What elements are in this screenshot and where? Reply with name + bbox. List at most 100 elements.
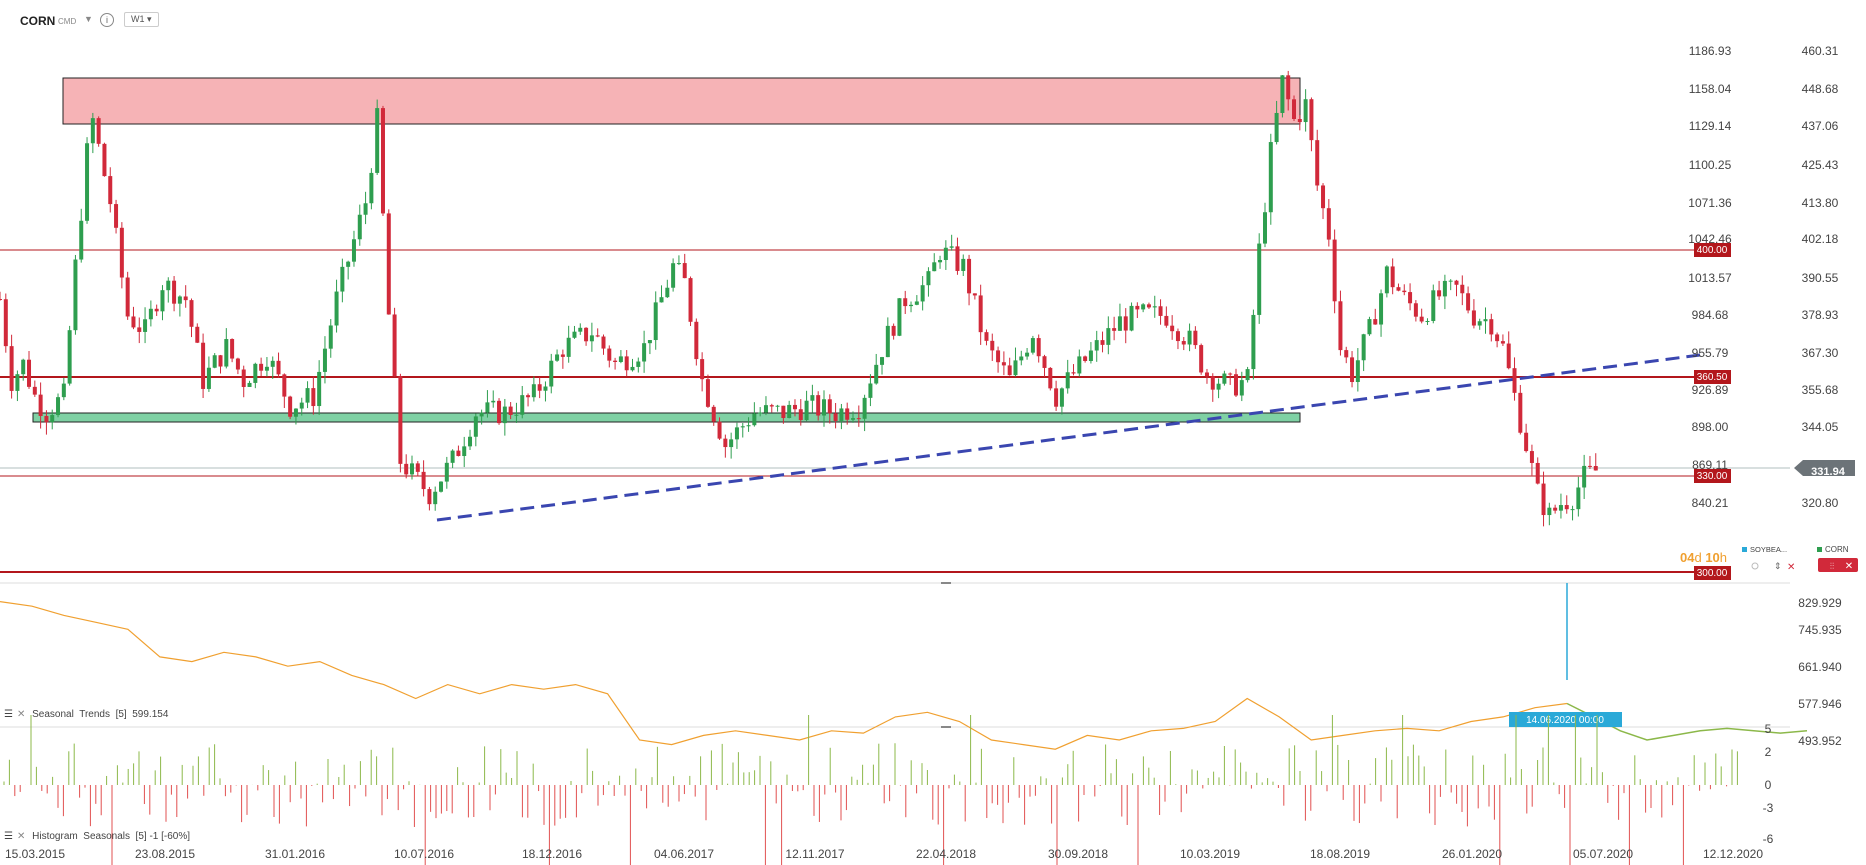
candle-body <box>1210 376 1215 390</box>
trendline[interactable] <box>436 353 1701 522</box>
candle-body <box>1280 75 1285 113</box>
chevron-down-icon[interactable]: ▼ <box>84 14 93 24</box>
close-icon[interactable]: ✕ <box>16 709 26 720</box>
price-tick-label: 344.05 <box>1802 420 1839 434</box>
candle-body <box>555 354 560 361</box>
legend-soybean[interactable]: SOYBEA... <box>1750 545 1787 554</box>
time-tick-label: 05.07.2020 <box>1573 847 1633 861</box>
candle-body <box>1332 239 1337 302</box>
candle-body <box>1419 316 1424 322</box>
time-axis: 15.03.2015 23.08.2015 31.01.2016 10.07.2016… <box>5 847 1763 861</box>
candle-body <box>473 416 478 437</box>
price-tick-label: 1186.93 <box>1689 44 1732 58</box>
timeframe-select[interactable]: W1 ▾ <box>124 12 159 27</box>
candle-body <box>630 366 635 371</box>
time-tick-label: 15.03.2015 <box>5 847 65 861</box>
candle-body <box>317 371 322 407</box>
candle-body <box>90 118 95 144</box>
symbol-name[interactable]: CORN <box>20 14 56 28</box>
candle-body <box>949 246 954 248</box>
candle-body <box>346 261 351 267</box>
resistance-zone[interactable] <box>62 77 1301 125</box>
support-zone[interactable] <box>32 412 1301 423</box>
seasonal-title: Seasonal <box>32 709 74 720</box>
candle-body <box>520 395 525 415</box>
price-tick-label: 402.18 <box>1802 232 1839 246</box>
candle-body <box>160 290 165 312</box>
candle-body <box>1141 304 1146 310</box>
candle-body <box>955 246 960 271</box>
histogram-tick-label: -6 <box>1763 832 1774 846</box>
candle-body <box>502 406 507 424</box>
candle-body <box>375 108 380 173</box>
candle-body <box>589 335 594 342</box>
bars-icon[interactable]: ☰ <box>4 709 13 720</box>
candle-body <box>880 357 885 365</box>
time-tick-label: 10.07.2016 <box>394 847 454 861</box>
candle-body <box>891 325 896 336</box>
candle-body <box>148 308 153 320</box>
candle-body <box>1187 330 1192 345</box>
candle-body <box>1042 356 1047 368</box>
price-tick-label: 1100.25 <box>1689 158 1732 172</box>
candle-body <box>235 358 240 370</box>
candle-body <box>409 463 414 475</box>
level-tag-400: 400.00 <box>1694 243 1731 257</box>
close-icon[interactable]: ✕ <box>1787 562 1795 573</box>
candle-body <box>549 360 554 387</box>
candle-body <box>282 374 287 397</box>
candle-body <box>468 436 473 447</box>
candle-body <box>763 405 768 413</box>
level-tag-300: 300.00 <box>1694 566 1731 580</box>
candle-body <box>334 291 339 326</box>
move-icon[interactable]: ⇕ <box>1774 561 1782 571</box>
close-icon[interactable]: ✕ <box>1845 561 1853 572</box>
histogram-panel-label: ☰ ✕ Histogram Seasonals [5] -1 [-60%] <box>4 831 190 842</box>
legend-corn[interactable]: CORN <box>1825 545 1849 554</box>
seasonal-tick-label: 577.946 <box>1798 697 1842 711</box>
candle-body <box>1257 243 1262 315</box>
candle-body <box>340 266 345 292</box>
candle-body <box>1471 310 1476 326</box>
candle-body <box>305 388 310 403</box>
candle-body <box>357 214 362 240</box>
settings-icon[interactable]: ⫶⫶ <box>1830 561 1835 571</box>
candle-body <box>1106 328 1111 345</box>
candle-body <box>485 402 490 413</box>
price-tick-label: 320.80 <box>1802 496 1839 510</box>
seasonal-value: 599.154 <box>132 709 169 720</box>
candle-body <box>1100 340 1105 345</box>
price-tick-label: 1129.14 <box>1689 119 1732 133</box>
candle-body <box>833 413 838 421</box>
candle-body <box>1408 292 1413 304</box>
candle-body <box>1437 290 1442 297</box>
candle-body <box>1460 284 1465 294</box>
candle-body <box>1164 315 1169 326</box>
candle-body <box>1442 280 1447 297</box>
time-tick-label: 18.08.2019 <box>1310 847 1370 861</box>
bars-icon[interactable]: ☰ <box>4 831 13 842</box>
price-tick-label: 1013.57 <box>1688 271 1732 285</box>
candle-body <box>1297 119 1302 123</box>
candle-body <box>613 360 618 362</box>
legend-controls[interactable]: ⇕ ✕ ⫶⫶ ✕ <box>1751 558 1858 573</box>
close-icon[interactable]: ✕ <box>16 831 26 842</box>
candle-body <box>758 412 763 414</box>
price-tick-label: 390.55 <box>1802 271 1839 285</box>
candle-body <box>497 400 502 424</box>
candle-body <box>299 402 304 409</box>
candle-body <box>1518 392 1523 433</box>
exchange-label: CMD <box>58 17 77 26</box>
candle-body <box>85 143 90 221</box>
info-icon[interactable]: i <box>100 13 114 27</box>
candle-body <box>404 463 409 475</box>
candle-body <box>816 395 821 416</box>
candle-body <box>1292 99 1297 120</box>
candle-body <box>700 359 705 380</box>
candle-body <box>38 394 43 416</box>
candle-body <box>421 471 426 490</box>
candle-body <box>1448 280 1453 282</box>
candle-body <box>903 298 908 307</box>
candle-body <box>96 118 101 144</box>
